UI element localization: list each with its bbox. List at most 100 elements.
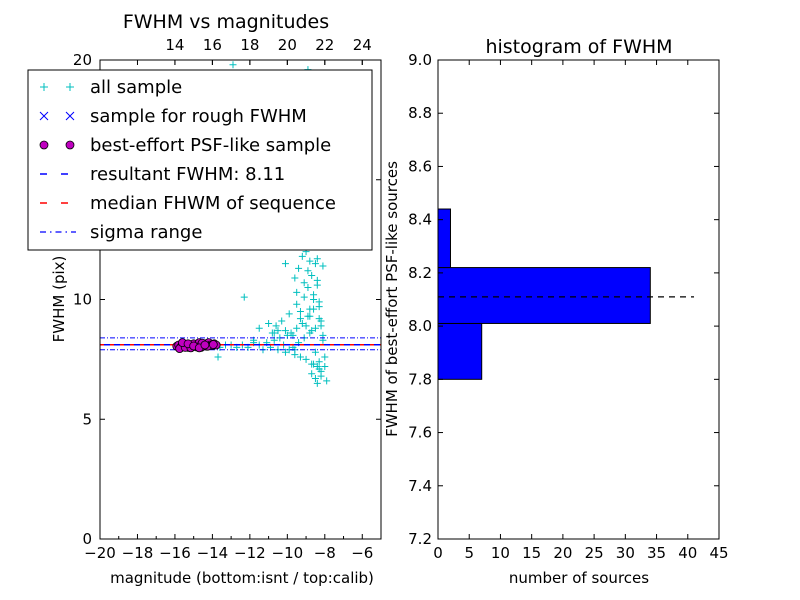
all-sample-point: [323, 377, 331, 385]
all-sample-point: [319, 262, 327, 270]
all-sample-point: [293, 288, 301, 296]
all-sample-point: [321, 353, 329, 361]
scatter-x-tick-label: −18: [122, 544, 154, 562]
all-sample-point: [278, 317, 286, 325]
all-sample-point: [298, 319, 306, 327]
legend-box: [27, 69, 373, 251]
histogram-y-tick-label: 7.4: [408, 477, 432, 495]
all-sample-point: [308, 327, 316, 335]
all-sample-point: [300, 293, 308, 301]
legend-label-median-fwhm: median FHWM of sequence: [90, 193, 336, 214]
legend-marker-all-sample: [66, 83, 74, 91]
all-sample-point: [265, 319, 273, 327]
scatter-top-tick-label: 16: [203, 36, 222, 54]
legend-label-sigma-range: sigma range: [90, 222, 202, 243]
all-sample-point: [304, 267, 312, 275]
psf-sample-point: [208, 340, 218, 349]
all-sample-point: [311, 324, 319, 332]
all-sample-point: [317, 372, 325, 380]
all-sample-point: [306, 257, 314, 265]
all-sample-point: [315, 358, 323, 366]
all-sample-point: [291, 274, 299, 282]
scatter-x-tick-label: −14: [197, 544, 229, 562]
scatter-legend: all sample sample for rough FWHM best-ef…: [27, 69, 373, 251]
legend-marker-rough-sample: [65, 111, 75, 121]
histogram-x-tick-label: 0: [433, 544, 443, 562]
histogram-marks: [437, 208, 695, 380]
histogram-x-axis-label: number of sources: [509, 569, 649, 587]
histogram-y-axis-label: FWHM of best-effort PSF-like sources: [383, 161, 401, 437]
histogram-plot-frame: [437, 59, 720, 540]
scatter-title: FWHM vs magnitudes: [123, 11, 329, 33]
histogram-x-tick-label: 30: [616, 544, 635, 562]
all-sample-point: [306, 305, 314, 313]
scatter-y-tick-label: 20: [73, 51, 92, 69]
histogram-x-tick-label: 5: [464, 544, 474, 562]
all-sample-point: [281, 327, 289, 335]
all-sample-point: [321, 363, 329, 371]
scatter-x-tick-label: −16: [159, 544, 191, 562]
legend-label-rough-sample: sample for rough FWHM: [90, 106, 307, 127]
all-sample-point: [293, 324, 301, 332]
all-sample-point: [304, 284, 312, 292]
histogram-x-tick-label: 40: [678, 544, 697, 562]
all-sample-point: [272, 322, 280, 330]
histogram-y-tick-label: 8.0: [408, 317, 432, 335]
all-sample-point: [270, 329, 278, 337]
all-sample-point: [274, 327, 282, 335]
scatter-axes: −20−18−16−14−12−10−8−6141618202224051015…: [73, 36, 382, 562]
scatter-y-tick-label: 5: [82, 410, 92, 428]
all-sample-point: [310, 360, 318, 368]
all-sample-point: [308, 370, 316, 378]
all-sample-point: [317, 317, 325, 325]
legend-marker-psf-sample: [65, 140, 75, 150]
histogram-panel: histogram of FWHM 0 5 10 15 20 25 30 35 40 45 7.2 7…: [383, 36, 729, 587]
all-sample-point: [310, 296, 318, 303]
legend-marker-psf-sample: [39, 140, 49, 150]
scatter-top-tick-label: 14: [165, 36, 184, 54]
scatter-y-axis-label: FWHM (pix): [50, 256, 68, 343]
histogram-x-tick-label: 10: [491, 544, 510, 562]
all-sample-point: [295, 264, 303, 272]
histogram-x-tick-label: 15: [522, 544, 541, 562]
histogram-bar: [437, 208, 451, 269]
legend-label-resultant-fwhm: resultant FWHM: 8.11: [90, 164, 285, 185]
all-sample-point: [311, 375, 319, 383]
scatter-x-axis-label: magnitude (bottom:isnt / top:calib): [110, 569, 374, 587]
all-sample-point: [229, 61, 237, 69]
histogram-y-tick-label: 7.2: [408, 530, 432, 548]
all-sample-point: [296, 353, 304, 361]
all-sample-point: [255, 324, 263, 332]
all-sample-point: [240, 293, 248, 301]
all-sample-point: [313, 379, 321, 387]
all-sample-point: [302, 322, 310, 330]
psf-sample-point: [200, 340, 210, 350]
all-sample-point: [300, 279, 308, 287]
legend-label-all-sample: all sample: [90, 77, 182, 98]
scatter-x-tick-label: −6: [351, 544, 373, 562]
legend-marker-rough-sample: [39, 111, 49, 121]
histogram-y-tick-label: 9.0: [408, 51, 432, 69]
histogram-x-tick-label: 25: [585, 544, 604, 562]
all-sample-point: [281, 260, 289, 268]
legend-marker-all-sample: [40, 83, 48, 91]
all-sample-point: [315, 365, 323, 373]
legend-label-psf-sample: best-effort PSF-like sample: [90, 135, 331, 156]
histogram-bar: [437, 267, 651, 324]
scatter-top-tick-label: 20: [278, 36, 297, 54]
histogram-y-tick-label: 8.6: [408, 157, 432, 175]
scatter-x-tick-label: −20: [84, 544, 116, 562]
all-sample-point: [293, 300, 301, 308]
scatter-top-tick-label: 22: [315, 36, 334, 54]
all-sample-point: [313, 255, 321, 263]
histogram-bar: [437, 322, 483, 380]
histogram-x-tick-label: 20: [553, 544, 572, 562]
histogram-y-tick-label: 8.4: [408, 211, 432, 229]
all-sample-point: [214, 353, 222, 361]
legend-samples: [39, 83, 76, 233]
all-sample-point: [306, 312, 314, 320]
scatter-x-tick-label: −12: [234, 544, 266, 562]
histogram-y-tick-label: 7.6: [408, 424, 432, 442]
scatter-panel: FWHM vs magnitudes −20 −18 −16 −14 −12 −10 −8−…: [27, 11, 382, 587]
